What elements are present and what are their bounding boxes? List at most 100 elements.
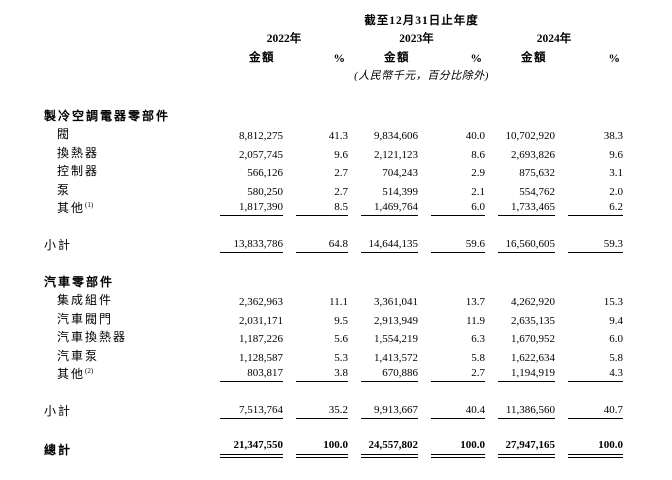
- column-header-row: 金額 % 金額 % 金額 %: [44, 46, 623, 65]
- amount-cell: 8,812,275: [239, 130, 283, 142]
- row-label: 汽車閥門: [57, 312, 114, 326]
- subtotal-label: 小計: [44, 238, 73, 252]
- amount-cell: 1,622,634: [511, 352, 555, 364]
- percent-cell: 11.9: [466, 315, 485, 327]
- percent-cell: 11.1: [329, 296, 348, 308]
- percent-cell: 5.8: [471, 352, 485, 364]
- row-label: 集成組件: [57, 293, 114, 307]
- year-header-2024: 2024年: [536, 33, 572, 45]
- amount-cell: 2,635,135: [511, 315, 555, 327]
- period-header-row: 截至12月31日止年度: [44, 6, 623, 28]
- percent-cell: 5.8: [609, 352, 624, 364]
- percent-cell: 100.0: [283, 437, 348, 458]
- amount-cell: 1,194,919: [485, 364, 555, 382]
- amount-cell: 1,817,390: [220, 198, 283, 216]
- percent-cell: 2.7: [418, 364, 485, 382]
- spacer-row: [44, 382, 623, 399]
- amount-cell: 2,057,745: [239, 149, 283, 161]
- year-header-row: 2022年 2023年 2024年: [44, 28, 623, 46]
- amount-cell: 2,693,826: [511, 149, 555, 161]
- table-row: 其他(1) 1,817,390 8.5 1,469,764 6.0 1,733,…: [44, 198, 624, 216]
- percent-cell: 100.0: [555, 437, 624, 458]
- percent-cell: 2.7: [334, 167, 348, 179]
- percent-cell: 2.7: [334, 186, 348, 198]
- row-label: 控制器: [57, 164, 100, 178]
- amount-cell: 670,886: [348, 364, 418, 382]
- subtotal-row: 小計 13,833,786 64.8 14,644,135 59.6 16,56…: [44, 233, 624, 253]
- percent-cell: 3.1: [609, 167, 624, 179]
- row-label: 其他(1): [57, 201, 94, 215]
- amount-cell: 1,554,219: [374, 333, 418, 345]
- amount-cell: 2,362,963: [239, 296, 283, 308]
- amount-column-header: 金額: [521, 52, 547, 64]
- percent-cell: 64.8: [283, 233, 348, 253]
- row-label: 汽車換熱器: [57, 330, 128, 344]
- subtotal-row: 小計 7,513,764 35.2 9,913,667 40.4 11,386,…: [44, 399, 624, 419]
- amount-column-header: 金額: [384, 52, 410, 64]
- spacer-row: [44, 83, 623, 105]
- amount-cell: 514,399: [382, 186, 418, 198]
- amount-cell: 24,557,802: [348, 437, 418, 458]
- percent-column-header: %: [608, 53, 621, 65]
- table-row: 汽車泵 1,128,587 5.3 1,413,572 5.8 1,622,63…: [44, 345, 623, 364]
- table-row: 汽車閥門 2,031,171 9.5 2,913,949 11.9 2,635,…: [44, 308, 623, 327]
- table-row: 泵 580,250 2.7 514,399 2.1 554,762 2.0: [44, 179, 623, 198]
- amount-cell: 11,386,560: [485, 399, 555, 419]
- percent-cell: 5.3: [334, 352, 348, 364]
- section-title: 製冷空調電器零部件: [44, 109, 171, 123]
- year-header-2022: 2022年: [266, 33, 302, 45]
- percent-cell: 8.6: [471, 149, 485, 161]
- amount-cell: 27,947,165: [485, 437, 555, 458]
- amount-cell: 1,413,572: [374, 352, 418, 364]
- unit-note: (人民幣千元，百分比除外): [354, 70, 489, 82]
- percent-cell: 40.0: [465, 130, 485, 142]
- amount-cell: 7,513,764: [220, 399, 283, 419]
- amount-cell: 1,670,952: [511, 333, 555, 345]
- table-row: 閥 8,812,275 41.3 9,834,606 40.0 10,702,9…: [44, 124, 623, 142]
- unit-note-row: (人民幣千元，百分比除外): [44, 65, 623, 83]
- row-label: 閥: [57, 127, 72, 141]
- amount-cell: 9,913,667: [348, 399, 418, 419]
- section-title: 汽車零部件: [44, 275, 115, 289]
- spacer-row: [44, 253, 623, 272]
- percent-column-header: %: [470, 53, 483, 65]
- percent-cell: 5.6: [334, 333, 348, 345]
- grand-total-row: 總計 21,347,550 100.0 24,557,802 100.0 27,…: [44, 437, 624, 458]
- amount-cell: 9,834,606: [374, 130, 418, 142]
- footnote-marker: (2): [85, 367, 94, 375]
- percent-cell: 6.3: [471, 333, 485, 345]
- table-row: 換熱器 2,057,745 9.6 2,121,123 8.6 2,693,82…: [44, 142, 623, 161]
- amount-cell: 3,361,041: [374, 296, 418, 308]
- percent-cell: 9.4: [609, 315, 624, 327]
- percent-cell: 6.0: [418, 198, 485, 216]
- table-row: 其他(2) 803,817 3.8 670,886 2.7 1,194,919 …: [44, 364, 624, 382]
- percent-cell: 2.1: [471, 186, 485, 198]
- percent-cell: 40.7: [555, 399, 624, 419]
- year-header-2023: 2023年: [399, 33, 434, 45]
- amount-cell: 1,469,764: [348, 198, 418, 216]
- amount-cell: 4,262,920: [511, 296, 555, 308]
- amount-cell: 1,128,587: [239, 352, 283, 364]
- amount-cell: 566,126: [247, 167, 283, 179]
- amount-cell: 10,702,920: [505, 130, 556, 142]
- table-row: 汽車換熱器 1,187,226 5.6 1,554,219 6.3 1,670,…: [44, 327, 623, 345]
- percent-cell: 100.0: [418, 437, 485, 458]
- row-label: 其他(2): [57, 367, 94, 381]
- amount-cell: 580,250: [247, 186, 283, 198]
- row-label: 換熱器: [57, 146, 100, 160]
- percent-cell: 59.3: [555, 233, 624, 253]
- amount-cell: 803,817: [220, 364, 283, 382]
- table-row: 控制器 566,126 2.7 704,243 2.9 875,632 3.1: [44, 161, 623, 179]
- table-row: 集成組件 2,362,963 11.1 3,361,041 13.7 4,262…: [44, 290, 623, 308]
- financial-table: 截至12月31日止年度 2022年 2023年 2024年 金額 % 金額 % …: [44, 6, 624, 458]
- amount-cell: 16,560,605: [485, 233, 555, 253]
- amount-cell: 1,187,226: [239, 333, 283, 345]
- amount-cell: 2,121,123: [374, 149, 418, 161]
- spacer-row: [44, 419, 623, 437]
- amount-cell: 2,913,949: [374, 315, 418, 327]
- grand-total-label: 總計: [44, 443, 73, 457]
- row-label: 泵: [57, 183, 72, 197]
- percent-cell: 2.9: [471, 167, 485, 179]
- amount-cell: 2,031,171: [239, 315, 283, 327]
